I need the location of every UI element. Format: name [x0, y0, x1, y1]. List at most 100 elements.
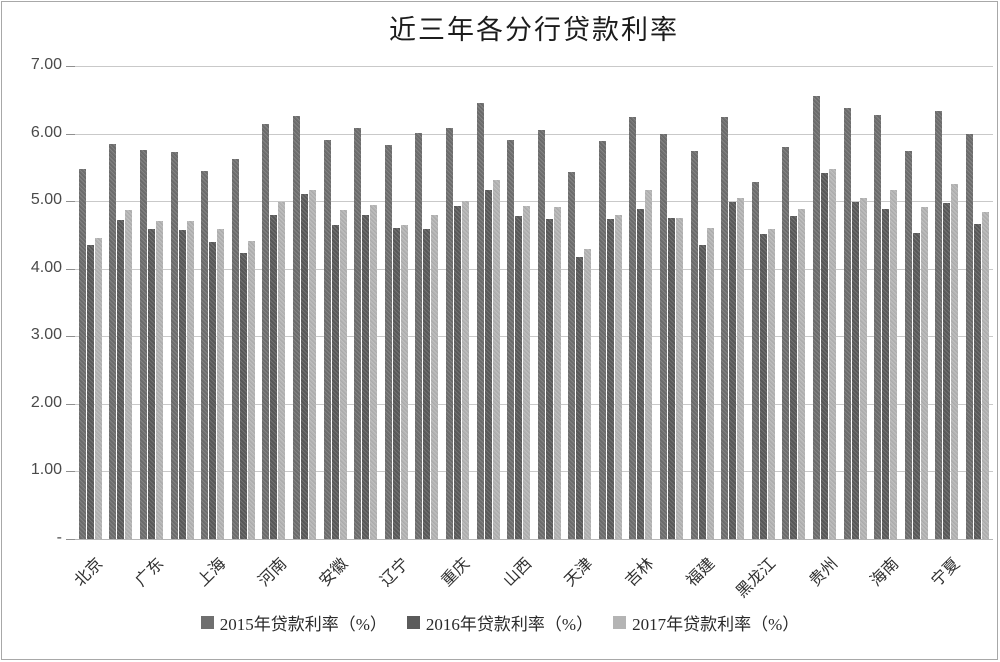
legend-item-2015: 2015年贷款利率（%）	[200, 610, 387, 635]
bar-group-27	[870, 66, 901, 539]
bar-series2015-group-22	[721, 116, 729, 539]
bar-series2016-group-16	[545, 219, 553, 539]
bar-series2015-group-23	[751, 181, 759, 539]
x-category-label: 福建	[683, 555, 719, 590]
x-category-label: 辽宁	[377, 555, 413, 590]
bar-group-22	[717, 66, 748, 539]
bar-series2015-group-25	[813, 96, 821, 539]
bar-series2016-group-2	[117, 220, 125, 539]
bar-group-19	[626, 66, 657, 539]
bar-series2017-group-9	[339, 209, 347, 539]
bar-series2015-group-6	[231, 158, 239, 539]
y-axis-tick	[66, 403, 75, 405]
bar-series2015-group-29	[935, 111, 943, 539]
bar-series2017-group-1	[94, 237, 102, 539]
bar-series2015-group-7	[262, 124, 270, 539]
bar-series2017-group-17	[584, 249, 592, 539]
bar-series2017-group-8	[308, 190, 316, 539]
bar-series2015-group-17	[568, 172, 576, 539]
bar-series2017-group-19	[645, 190, 653, 539]
bar-series2015-group-27	[874, 114, 882, 539]
bar-series2017-group-28	[920, 207, 928, 539]
bar-series2016-group-22	[729, 201, 737, 539]
bar-group-16	[534, 66, 565, 539]
gridline-y-4: 4.00	[31, 259, 993, 276]
bar-group-15	[503, 66, 534, 539]
bar-series2016-group-5	[209, 242, 217, 539]
y-axis-tick	[66, 539, 75, 540]
x-category-label: 吉林	[622, 555, 658, 590]
bar-series2015-group-24	[782, 147, 790, 539]
gridline-y-0: -	[57, 529, 993, 546]
bar-group-11	[381, 66, 412, 539]
bar-group-13	[442, 66, 473, 539]
gridline-y-7: 7.00	[31, 56, 993, 73]
bar-group-25	[809, 66, 840, 539]
y-tick-label: 4.00	[30, 258, 62, 276]
y-axis-tick	[66, 133, 75, 135]
bar-series2017-group-3	[155, 221, 163, 539]
bar-series2016-group-4	[178, 230, 186, 539]
y-tick-label: 7.00	[30, 56, 62, 74]
bar-group-26	[840, 66, 871, 539]
bar-group-1	[75, 66, 106, 539]
bar-series2016-group-7	[270, 215, 278, 539]
bar-series2016-group-20	[668, 218, 676, 539]
y-axis-tick	[66, 471, 75, 473]
bar-series2017-group-30	[982, 211, 990, 539]
bar-group-3	[136, 66, 167, 539]
bar-series2015-group-30	[966, 134, 974, 539]
bar-series2015-group-8	[292, 116, 300, 539]
legend-item-2016: 2016年贷款利率（%）	[406, 610, 594, 635]
bar-series2016-group-19	[637, 208, 645, 539]
bar-group-30	[962, 66, 993, 539]
bar-series2016-group-18	[606, 219, 614, 539]
legend-swatch-icon	[200, 616, 214, 629]
gridline-y-6: 6.00	[31, 124, 993, 141]
bar-group-4	[167, 66, 198, 539]
x-category-label: 海南	[867, 555, 903, 590]
bar-series2015-group-19	[629, 116, 637, 539]
legend-label: 2015年贷款利率（%）	[219, 615, 387, 634]
x-axis-labels: 北京 广东 上海 河南 安徽 辽宁 重庆 山西 天津 吉林 福建 黑龙江 贵州 海南 宁夏	[72, 545, 993, 602]
bar-series2017-group-14	[492, 180, 500, 539]
chart-legend: 2015年贷款利率（%） 2016年贷款利率（%） 2017年贷款利率（%）	[0, 610, 1000, 635]
bar-series2017-group-20	[676, 218, 684, 539]
x-category-label: 山西	[500, 555, 535, 590]
y-tick-label: 6.00	[30, 123, 62, 141]
x-category-label: 黑龙江	[733, 555, 780, 602]
bar-series2017-group-15	[523, 205, 531, 539]
bar-series2016-group-8	[300, 194, 308, 539]
bar-series2015-group-13	[445, 128, 453, 539]
bar-series2017-group-18	[614, 214, 622, 539]
gridline-y-2: 2.00	[31, 394, 993, 411]
bar-group-29	[932, 66, 963, 539]
bar-group-6	[228, 66, 259, 539]
bar-series2016-group-14	[484, 189, 492, 539]
bar-group-5	[197, 66, 228, 539]
bar-series2017-group-6	[247, 241, 255, 539]
y-axis-tick	[66, 66, 75, 67]
bar-series2016-group-23	[759, 234, 767, 539]
bar-group-18	[595, 66, 626, 539]
bar-series2015-group-9	[323, 140, 331, 539]
bar-series2017-group-13	[461, 201, 469, 539]
bar-series2015-group-5	[201, 171, 209, 539]
y-axis-tick	[66, 268, 75, 270]
bar-series2016-group-13	[453, 205, 461, 539]
bar-group-10	[350, 66, 381, 539]
bar-groups	[75, 66, 993, 539]
bar-series2016-group-30	[974, 224, 982, 539]
bar-series2015-group-2	[109, 143, 117, 539]
chart-title: 近三年各分行贷款利率	[389, 15, 679, 45]
legend-item-2017: 2017年贷款利率（%）	[613, 610, 799, 635]
x-category-label: 天津	[561, 555, 597, 590]
bar-group-2	[106, 66, 137, 539]
legend-label: 2017年贷款利率（%）	[632, 615, 800, 634]
plot-area: 7.00 6.00 5.00 4.00 3.00 2.00 1.00 -	[31, 56, 993, 546]
y-tick-label: 2.00	[30, 393, 62, 411]
bar-series2017-group-11	[400, 225, 408, 539]
bar-series2017-group-7	[278, 201, 286, 539]
bar-series2017-group-23	[767, 228, 775, 539]
legend-label: 2016年贷款利率（%）	[425, 615, 594, 634]
